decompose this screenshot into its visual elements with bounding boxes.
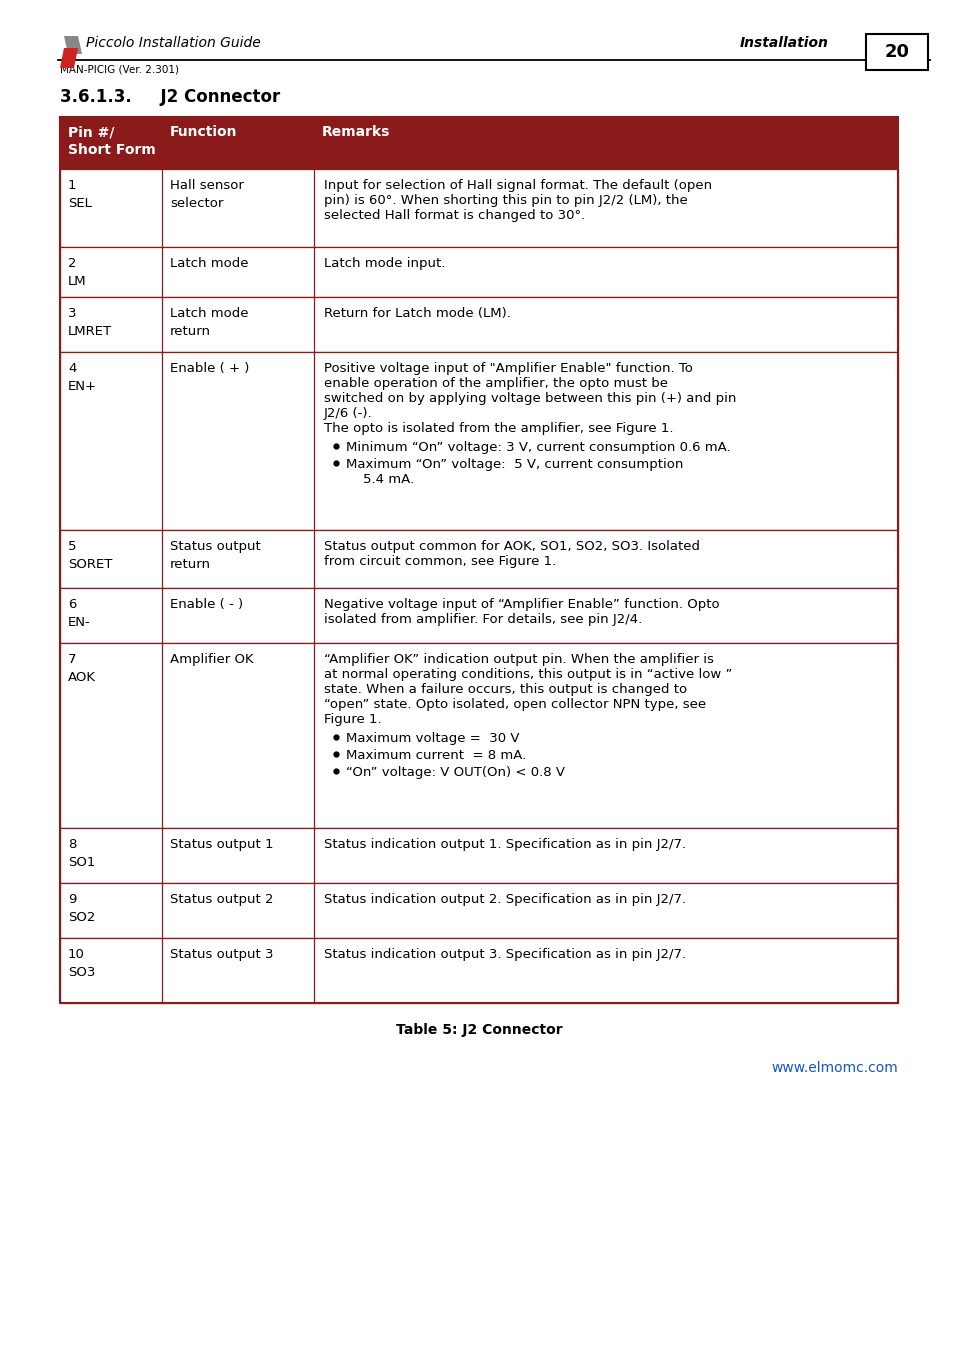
- Text: enable operation of the amplifier, the opto must be: enable operation of the amplifier, the o…: [324, 377, 667, 390]
- Text: Function: Function: [170, 126, 237, 139]
- Text: Maximum current  = 8 mA.: Maximum current = 8 mA.: [346, 749, 526, 761]
- Text: SO1: SO1: [68, 856, 95, 869]
- Text: 9: 9: [68, 892, 76, 906]
- Text: Enable ( + ): Enable ( + ): [170, 362, 249, 375]
- Text: J2/6 (-).: J2/6 (-).: [324, 406, 373, 420]
- Text: Status output: Status output: [170, 540, 260, 553]
- Text: Status indication output 1. Specification as in pin J2/7.: Status indication output 1. Specificatio…: [324, 838, 685, 850]
- Text: Status indication output 3. Specification as in pin J2/7.: Status indication output 3. Specificatio…: [324, 948, 685, 961]
- Text: “open” state. Opto isolated, open collector NPN type, see: “open” state. Opto isolated, open collec…: [324, 698, 705, 711]
- Text: Amplifier OK: Amplifier OK: [170, 653, 253, 666]
- Text: Table 5: J2 Connector: Table 5: J2 Connector: [395, 1023, 561, 1037]
- Bar: [60, 117, 897, 169]
- Text: Positive voltage input of "Amplifier Enable" function. To: Positive voltage input of "Amplifier Ena…: [324, 362, 692, 375]
- Bar: [60, 643, 897, 828]
- Bar: [60, 938, 897, 1003]
- Text: return: return: [170, 325, 211, 338]
- Bar: [60, 883, 897, 938]
- Text: Remarks: Remarks: [322, 126, 390, 139]
- Bar: [60, 169, 897, 247]
- Text: Short Form: Short Form: [68, 143, 155, 157]
- Text: SORET: SORET: [68, 558, 112, 571]
- Bar: [60, 117, 897, 1003]
- Text: isolated from amplifier. For details, see pin J2/4.: isolated from amplifier. For details, se…: [324, 613, 641, 626]
- Text: switched on by applying voltage between this pin (+) and pin: switched on by applying voltage between …: [324, 392, 736, 405]
- Polygon shape: [64, 36, 82, 54]
- Text: Hall sensor: Hall sensor: [170, 180, 244, 192]
- Text: SO2: SO2: [68, 911, 95, 923]
- Text: at normal operating conditions, this output is in “active low ”: at normal operating conditions, this out…: [324, 668, 732, 680]
- Bar: [60, 589, 897, 643]
- Text: selected Hall format is changed to 30°.: selected Hall format is changed to 30°.: [324, 209, 584, 221]
- Text: EN-: EN-: [68, 616, 91, 629]
- Text: Figure 1.: Figure 1.: [324, 713, 381, 726]
- Text: The opto is isolated from the amplifier, see Figure 1.: The opto is isolated from the amplifier,…: [324, 423, 673, 435]
- Text: Piccolo Installation Guide: Piccolo Installation Guide: [86, 36, 260, 50]
- Text: 20: 20: [883, 43, 908, 61]
- Text: Enable ( - ): Enable ( - ): [170, 598, 243, 612]
- Text: Minimum “On” voltage: 3 V, current consumption 0.6 mA.: Minimum “On” voltage: 3 V, current consu…: [346, 441, 730, 454]
- Text: state. When a failure occurs, this output is changed to: state. When a failure occurs, this outpu…: [324, 683, 686, 697]
- Bar: [60, 247, 897, 297]
- Text: SEL: SEL: [68, 197, 91, 211]
- Text: LMRET: LMRET: [68, 325, 112, 338]
- Text: Maximum “On” voltage:  5 V, current consumption: Maximum “On” voltage: 5 V, current consu…: [346, 458, 682, 471]
- Text: Installation: Installation: [740, 36, 828, 50]
- Text: 8: 8: [68, 838, 76, 850]
- Text: Input for selection of Hall signal format. The default (open: Input for selection of Hall signal forma…: [324, 180, 711, 192]
- Text: 2: 2: [68, 256, 76, 270]
- Text: Return for Latch mode (LM).: Return for Latch mode (LM).: [324, 306, 511, 320]
- Text: Latch mode: Latch mode: [170, 306, 248, 320]
- Bar: [60, 297, 897, 352]
- Text: selector: selector: [170, 197, 223, 211]
- Text: “On” voltage: V OUT(On) < 0.8 V: “On” voltage: V OUT(On) < 0.8 V: [346, 765, 564, 779]
- Text: Status output 3: Status output 3: [170, 948, 274, 961]
- Text: return: return: [170, 558, 211, 571]
- Text: 5.4 mA.: 5.4 mA.: [346, 472, 414, 486]
- Text: Maximum voltage =  30 V: Maximum voltage = 30 V: [346, 732, 519, 745]
- Text: from circuit common, see Figure 1.: from circuit common, see Figure 1.: [324, 555, 556, 568]
- Text: Negative voltage input of “Amplifier Enable” function. Opto: Negative voltage input of “Amplifier Ena…: [324, 598, 719, 612]
- Text: 7: 7: [68, 653, 76, 666]
- Text: 1: 1: [68, 180, 76, 192]
- Text: 6: 6: [68, 598, 76, 612]
- Text: Latch mode input.: Latch mode input.: [324, 256, 445, 270]
- Text: “Amplifier OK” indication output pin. When the amplifier is: “Amplifier OK” indication output pin. Wh…: [324, 653, 713, 666]
- Text: 3: 3: [68, 306, 76, 320]
- Bar: [60, 828, 897, 883]
- Text: Pin #/: Pin #/: [68, 126, 114, 139]
- Text: 5: 5: [68, 540, 76, 553]
- Bar: [865, 34, 927, 70]
- Text: SO3: SO3: [68, 967, 95, 979]
- Text: Status output 2: Status output 2: [170, 892, 274, 906]
- Text: 3.6.1.3.     J2 Connector: 3.6.1.3. J2 Connector: [60, 88, 280, 107]
- Text: Status output 1: Status output 1: [170, 838, 274, 850]
- Text: EN+: EN+: [68, 379, 97, 393]
- Text: pin) is 60°. When shorting this pin to pin J2/2 (LM), the: pin) is 60°. When shorting this pin to p…: [324, 194, 687, 207]
- Bar: [60, 531, 897, 589]
- Text: Status indication output 2. Specification as in pin J2/7.: Status indication output 2. Specificatio…: [324, 892, 685, 906]
- Polygon shape: [60, 49, 78, 68]
- Text: MAN-PICIG (Ver. 2.301): MAN-PICIG (Ver. 2.301): [60, 63, 179, 74]
- Text: 10: 10: [68, 948, 85, 961]
- Text: LM: LM: [68, 275, 87, 288]
- Text: Status output common for AOK, SO1, SO2, SO3. Isolated: Status output common for AOK, SO1, SO2, …: [324, 540, 700, 553]
- Text: www.elmomc.com: www.elmomc.com: [770, 1061, 897, 1075]
- Bar: [60, 352, 897, 531]
- Text: 4: 4: [68, 362, 76, 375]
- Text: AOK: AOK: [68, 671, 96, 684]
- Text: Latch mode: Latch mode: [170, 256, 248, 270]
